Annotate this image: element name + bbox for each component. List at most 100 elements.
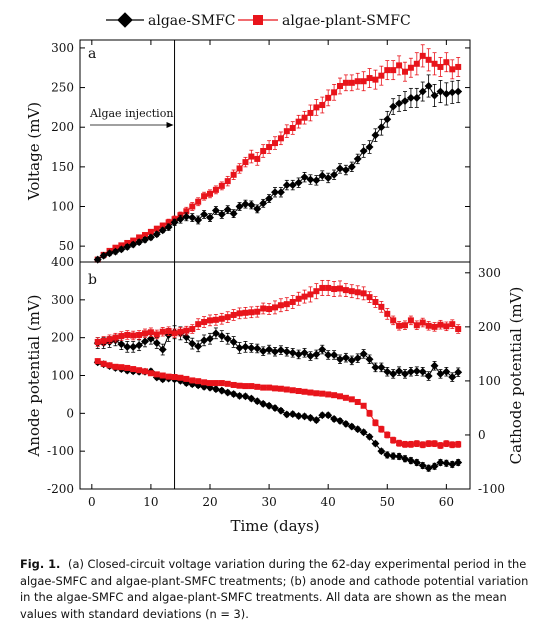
plant-anode-point [100, 360, 107, 367]
plant-cathode-point [266, 306, 273, 313]
plant-cathode-point [248, 309, 255, 316]
algae-cathode-point [223, 334, 232, 343]
legend-plant-label: algae-plant-SMFC [282, 13, 411, 29]
algae-voltage-point [383, 115, 392, 124]
plant-anode-point [419, 441, 426, 448]
plant-voltage-point [195, 198, 202, 205]
algae-cathode-point [141, 337, 149, 346]
algae-anode-point [389, 452, 398, 461]
algae-voltage-point [288, 181, 297, 190]
plant-cathode-point [118, 333, 125, 340]
plant-voltage-point [431, 60, 438, 67]
algae-anode-point [448, 460, 457, 469]
algae-cathode-point [353, 354, 362, 363]
plant-anode-point [325, 391, 332, 398]
algae-anode-point [442, 459, 451, 468]
algae-voltage-point [353, 154, 362, 163]
algae-cathode-point [401, 369, 409, 378]
plant-cathode-point [177, 328, 184, 335]
algae-cathode-point [430, 361, 439, 370]
plant-anode-point [177, 374, 184, 381]
plant-cathode-point [331, 286, 338, 293]
algae-anode-point [359, 428, 368, 437]
algae-voltage-point [241, 200, 250, 209]
plant-voltage-point [189, 203, 196, 210]
algae-voltage-point [229, 209, 238, 218]
algae-anode-point [395, 452, 404, 461]
plant-anode-point [449, 441, 456, 448]
plant-cathode-point [142, 330, 148, 337]
algae-cathode-point [389, 369, 398, 378]
plant-anode-point [437, 442, 444, 449]
plant-cathode-point [413, 322, 420, 329]
plant-anode-point [331, 392, 338, 399]
plant-cathode-point [437, 321, 444, 328]
algae-anode-point [377, 447, 386, 456]
plant-voltage-point [384, 67, 391, 74]
plant-anode-point [455, 441, 462, 448]
plant-voltage-point [283, 128, 290, 135]
plant-cathode-point [295, 295, 302, 302]
algae-cathode-point [206, 334, 214, 343]
algae-voltage-point [318, 171, 327, 180]
plant-anode-point [94, 358, 101, 365]
algae-cathode-point [383, 367, 392, 376]
algae-voltage-point [336, 164, 344, 173]
plant-cathode-point [130, 332, 137, 339]
panel-b-xtick-label: 0 [88, 495, 96, 509]
plant-voltage-point [295, 118, 302, 125]
plant-cathode-point [159, 328, 166, 335]
algae-cathode-point [341, 353, 350, 362]
plant-voltage-point [260, 148, 267, 154]
algae-cathode-point [135, 341, 144, 350]
panel-b-y2tick-label: 100 [478, 374, 501, 388]
plant-anode-point [153, 371, 160, 378]
algae-anode-point [341, 419, 350, 428]
algae-anode-point [412, 458, 421, 467]
plant-voltage-point [390, 67, 397, 74]
plant-anode-point [413, 440, 420, 447]
algae-voltage-point [129, 240, 138, 249]
plant-anode-point [366, 410, 373, 417]
plant-anode-point [272, 385, 278, 392]
plant-cathode-point [94, 338, 101, 345]
plant-anode-point [207, 380, 213, 387]
plant-anode-point [289, 387, 296, 394]
plant-cathode-point [201, 318, 208, 325]
algae-cathode-point [336, 355, 344, 364]
plant-voltage-point [407, 64, 414, 71]
plant-anode-point [171, 374, 178, 381]
algae-cathode-point [406, 367, 415, 376]
algae-voltage-point [158, 226, 167, 235]
plant-cathode-point [396, 322, 403, 329]
plant-voltage-point [354, 78, 361, 85]
plant-anode-point [266, 384, 273, 391]
algae-anode-point [235, 391, 244, 400]
plant-anode-point [260, 384, 267, 391]
plant-cathode-point [165, 328, 172, 335]
panel-b-ytick-label: 400 [51, 255, 74, 269]
panel-b-xlabel: Time (days) [230, 517, 319, 535]
panel-a-ytick-label: 100 [51, 200, 74, 214]
plant-voltage-point [136, 234, 143, 241]
algae-voltage-point [135, 238, 144, 247]
plant-voltage-point [372, 76, 379, 83]
plant-cathode-point [449, 321, 456, 328]
panel-b-y2tick-label: 0 [478, 428, 486, 442]
panel-a-ytick-label: 300 [51, 41, 74, 55]
plant-cathode-point [212, 316, 219, 323]
algae-anode-point [347, 422, 356, 431]
algae-anode-point [241, 392, 250, 401]
algae-cathode-point [211, 329, 220, 338]
plant-cathode-point [313, 288, 320, 295]
algae-anode-point [306, 413, 315, 422]
plant-anode-point [301, 388, 308, 395]
algae-voltage-point [371, 131, 380, 140]
plant-cathode-point [372, 298, 379, 305]
algae-voltage-point [454, 87, 463, 96]
plant-voltage-point [319, 102, 326, 109]
plant-anode-point [277, 385, 284, 392]
plant-anode-point [248, 383, 255, 390]
plant-anode-point [224, 380, 231, 387]
plant-voltage-point [159, 222, 166, 229]
